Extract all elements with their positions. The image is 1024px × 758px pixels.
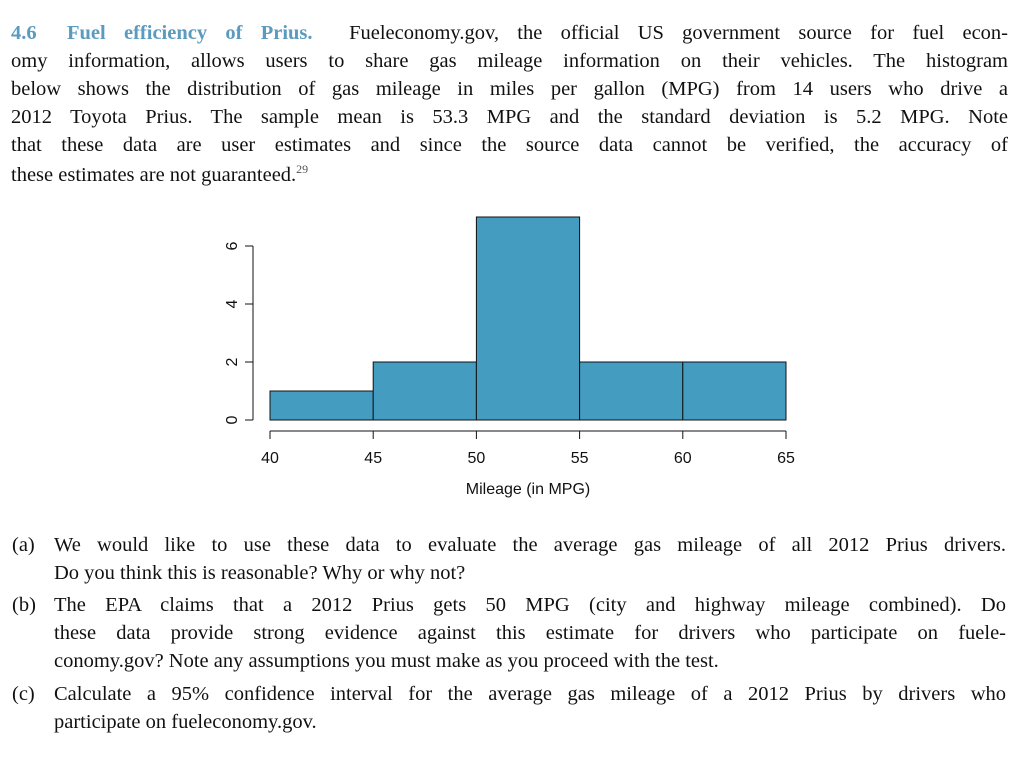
histogram-bar xyxy=(372,361,477,421)
question-text: Calculate a 95% confidence interval for … xyxy=(54,683,1006,705)
x-tick-label: 40 xyxy=(261,450,279,467)
x-axis-label: Mileage (in MPG) xyxy=(466,481,590,498)
y-tick-label: 2 xyxy=(224,357,241,366)
question-label: (c) xyxy=(12,683,35,705)
exercise-title: Fuel efficiency of Prius. xyxy=(67,22,313,44)
exercise-line-text: Fueleconomy.gov, the official US governm… xyxy=(349,22,1008,44)
exercise-number: 4.6 xyxy=(11,22,37,44)
x-tick-label: 45 xyxy=(364,450,382,467)
x-tick-label: 55 xyxy=(571,450,589,467)
question-text: conomy.gov? Note any assumptions you mus… xyxy=(54,650,719,672)
question-label: (a) xyxy=(12,534,35,556)
histogram: 40 45 50 55 60 65 0 2 4 6 Mileage (in MPG) xyxy=(224,216,795,498)
histogram-bar xyxy=(269,390,374,421)
question-text: participate on fueleconomy.gov. xyxy=(54,711,317,733)
question-text: these data provide strong evidence again… xyxy=(54,622,1006,644)
exercise-line: these estimates are not guaranteed.29 xyxy=(11,162,309,186)
exercise-line: that these data are user estimates and s… xyxy=(11,134,1008,156)
x-tick-label: 65 xyxy=(777,450,795,467)
x-tick-label: 50 xyxy=(468,450,486,467)
question-label: (b) xyxy=(12,594,36,616)
histogram-bar xyxy=(579,361,684,421)
exercise-line: 4.6 Fuel efficiency of Prius. Fueleconomy… xyxy=(11,22,1008,45)
question-text: The EPA claims that a 2012 Prius gets 50… xyxy=(54,594,1006,616)
y-tick-label: 6 xyxy=(224,241,241,250)
y-tick-label: 4 xyxy=(224,299,241,308)
footnote-marker: 29 xyxy=(296,162,309,176)
y-tick-label: 0 xyxy=(224,415,241,424)
exercise-line: omy information, allows users to share g… xyxy=(11,50,1008,72)
exercise-line: below shows the distribution of gas mile… xyxy=(11,78,1008,100)
question-text: We would like to use these data to evalu… xyxy=(54,534,1006,556)
x-tick-label: 60 xyxy=(674,450,692,467)
histogram-bar xyxy=(682,361,787,421)
exercise-line: 2012 Toyota Prius. The sample mean is 53… xyxy=(11,106,1008,128)
question-text: Do you think this is reasonable? Why or … xyxy=(54,562,466,584)
histogram-bar xyxy=(475,216,581,421)
